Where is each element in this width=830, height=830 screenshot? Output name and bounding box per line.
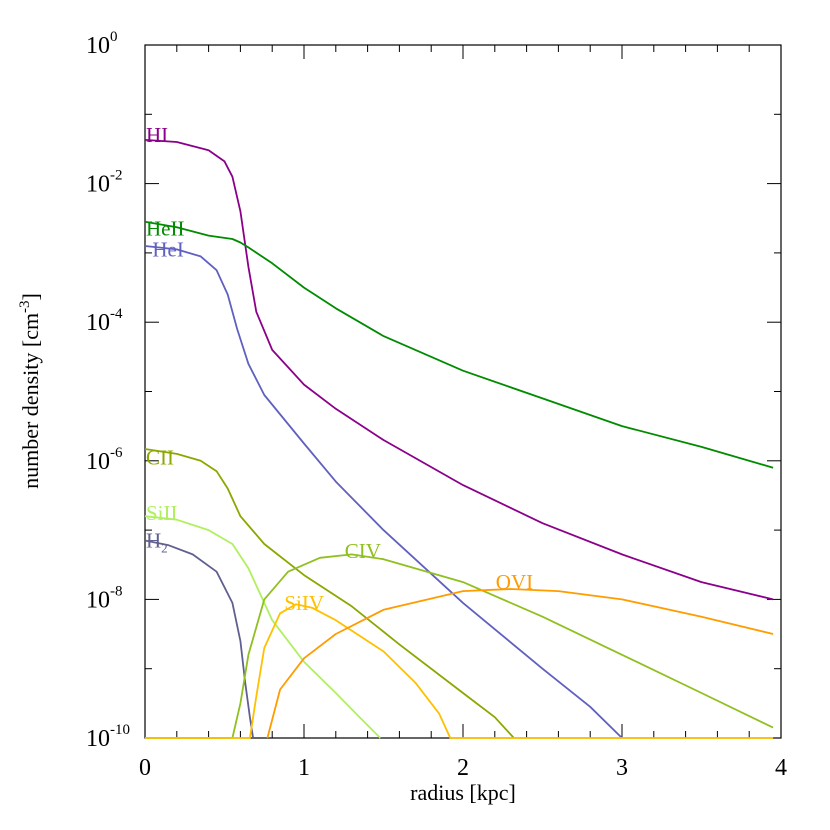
series-line-siii [144,515,381,739]
series-line-hi [144,139,774,601]
x-tick-label: 1 [298,755,310,781]
series-lines [144,139,774,739]
y-axis-title-sup: -3 [17,300,33,313]
x-tick-label: 3 [616,755,628,781]
y-tick-label: 10-2 [86,168,123,198]
x-tick-label: 4 [775,755,787,781]
series-line-cii [144,448,515,739]
series-line-civ [145,553,774,739]
series-line-siiv [145,603,774,739]
x-axis-title: radius [kpc] [410,780,516,805]
series-label-hei: HeI [152,237,183,261]
y-axis-title: number density [cm-3] [17,293,43,489]
y-tick-label: 100 [86,29,118,59]
series-label-h2: H2 [146,528,168,555]
y-tick-label: 10-8 [86,583,123,613]
series-label-cii: CII [146,445,174,469]
y-axis-title-close: ] [18,293,43,300]
series-line-hei [144,245,623,739]
series-label-hi: HI [146,123,168,147]
series-label-siii: SiII [146,501,178,525]
series-label-siiv: SiIV [284,591,324,615]
y-tick-labels: 100 10-2 10-4 10-6 10-8 10-10 [86,29,130,752]
series-label-ovi: OVI [496,570,533,594]
series-line-heii [144,220,774,469]
y-axis-title-base: number density [cm [18,313,43,489]
y-tick-label: 10-10 [86,722,130,752]
x-tick-label: 0 [139,755,151,781]
series-label-civ: CIV [345,539,381,563]
plot-frame [144,44,782,739]
axis-ticks [144,44,782,739]
x-tick-labels: 0 1 2 3 4 [139,755,787,781]
series-label-heii: HeII [146,217,184,241]
series-line-h2 [144,539,254,739]
y-tick-label: 10-6 [86,445,123,475]
series-line-ovi [266,588,774,739]
x-tick-label: 2 [457,755,469,781]
y-tick-label: 10-4 [86,306,123,336]
